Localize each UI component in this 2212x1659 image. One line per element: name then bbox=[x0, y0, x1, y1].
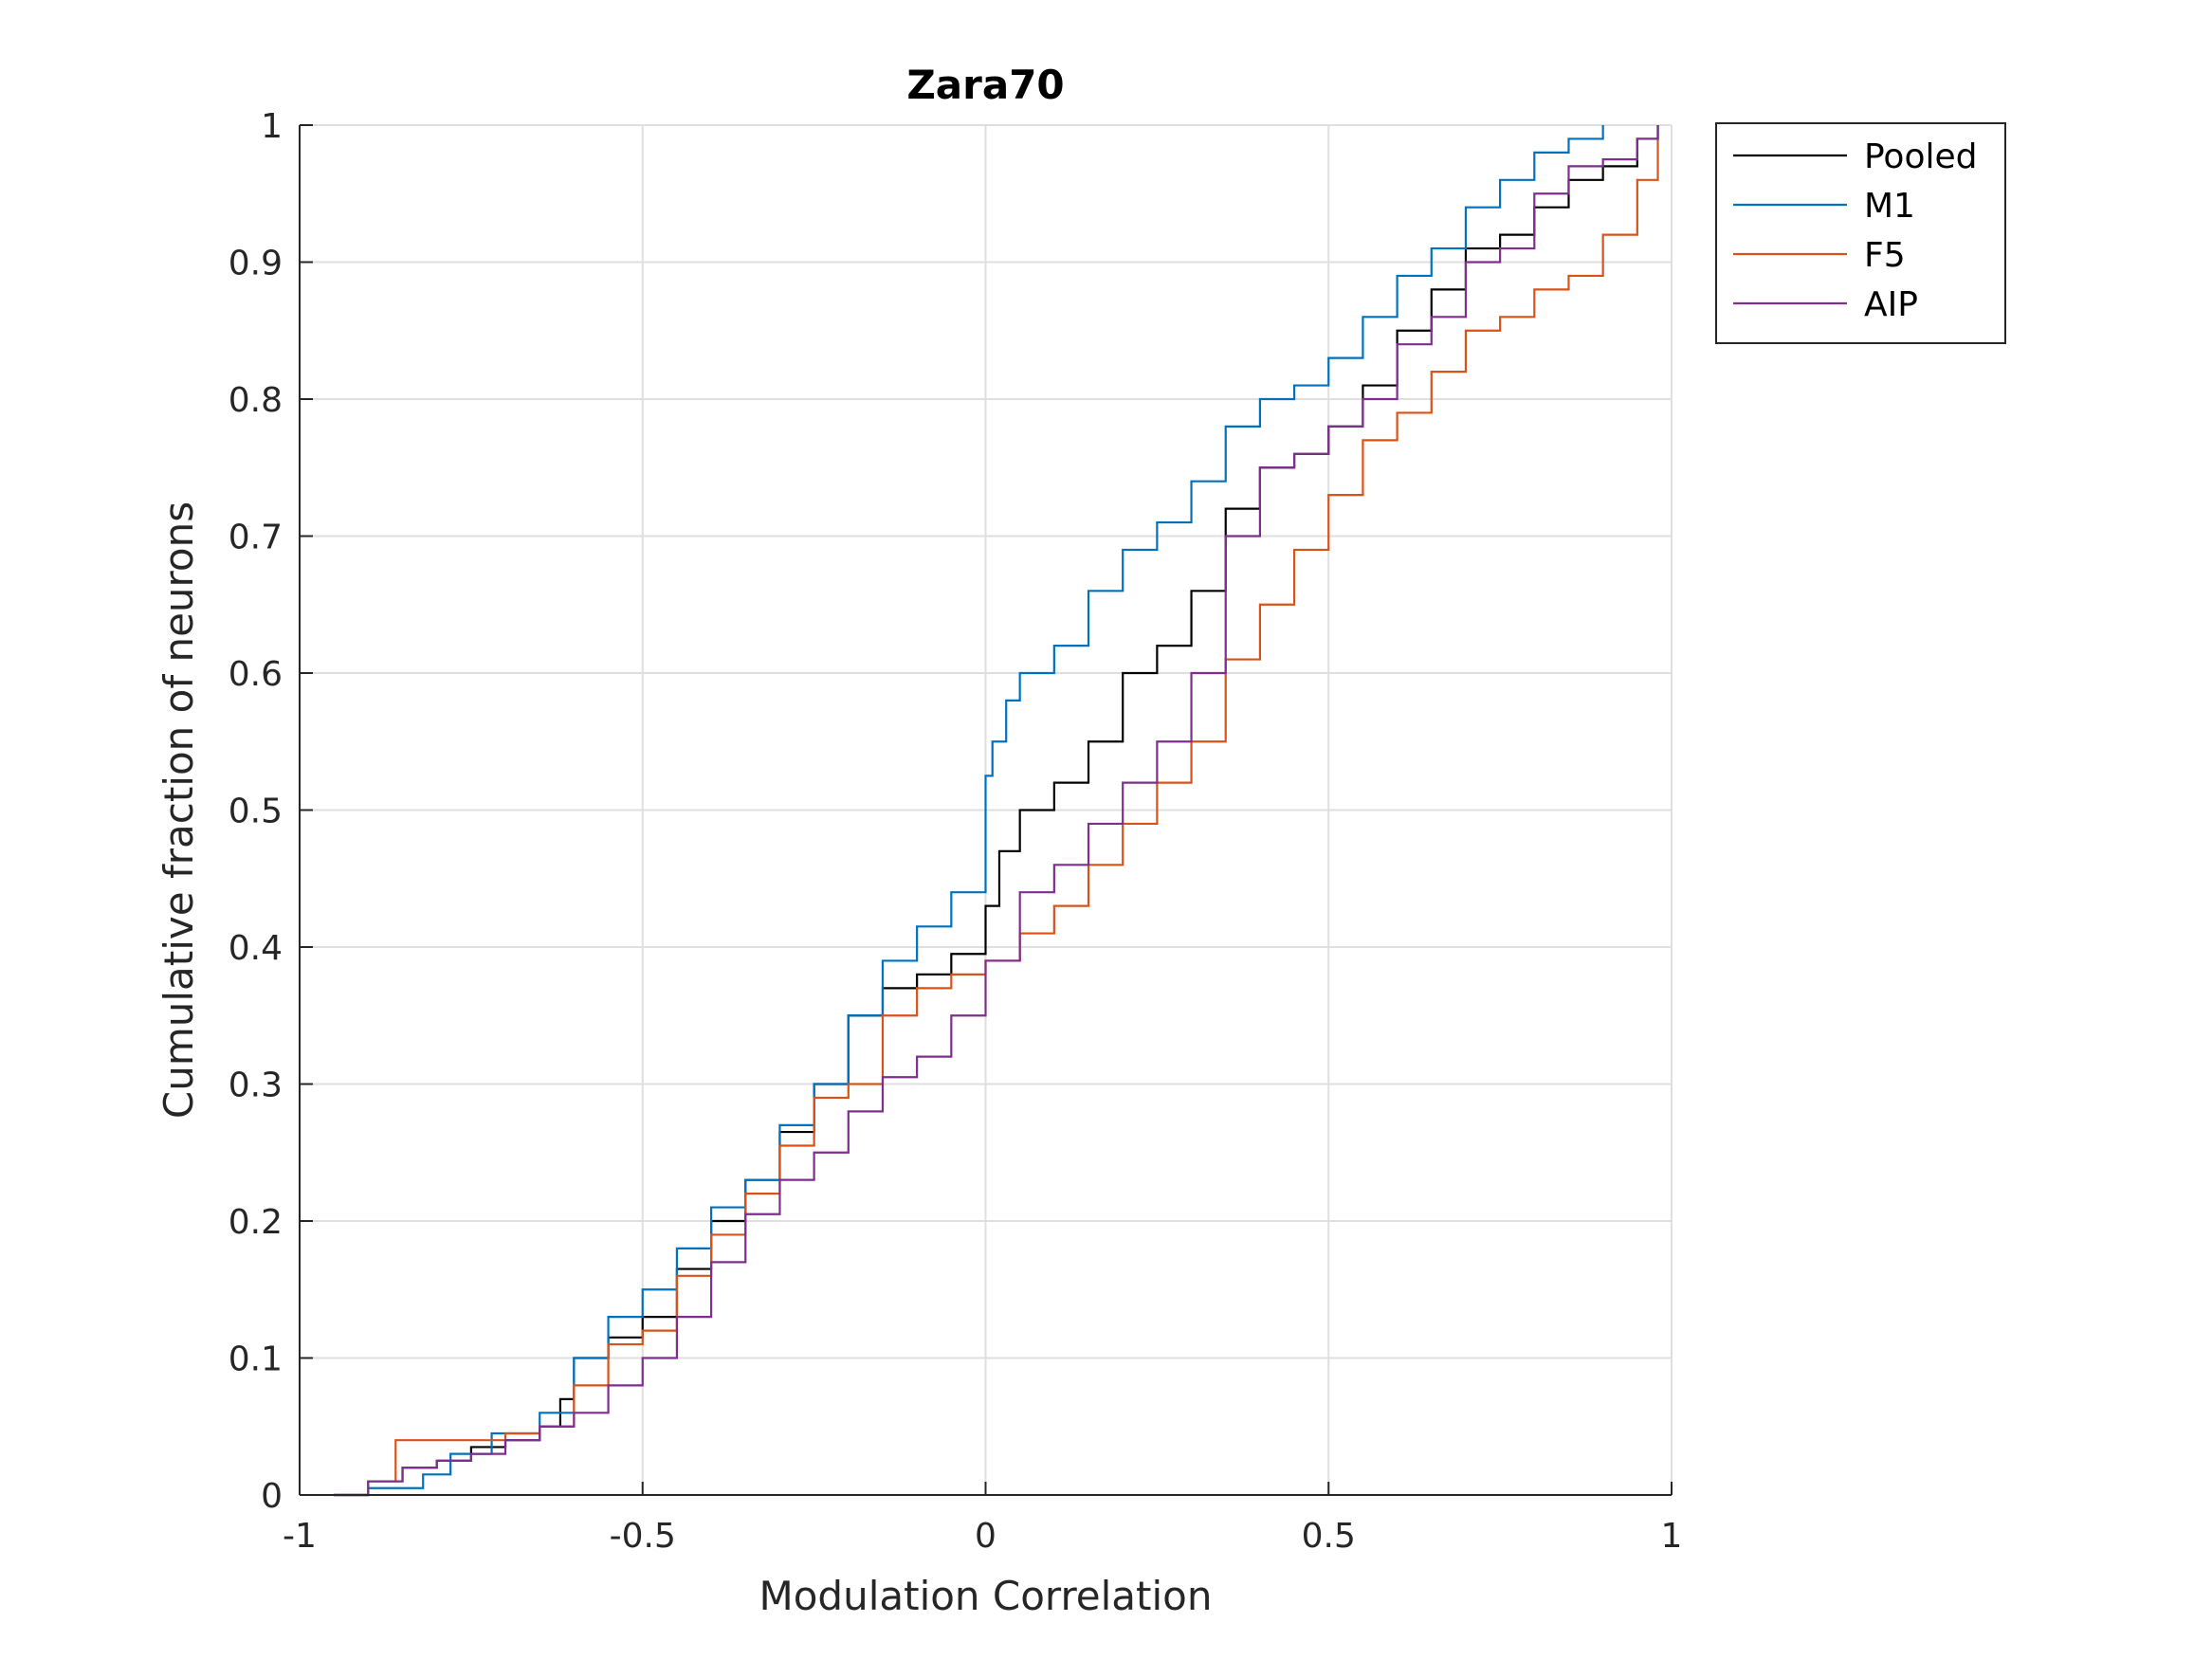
y-tick-label: 0.5 bbox=[229, 793, 283, 831]
series-line-pooled bbox=[334, 125, 1659, 1497]
x-tick-label: 1 bbox=[1661, 1517, 1683, 1556]
y-tick-label: 0 bbox=[261, 1477, 283, 1516]
y-axis-title: Cumulative fraction of neurons bbox=[155, 501, 202, 1119]
x-tick-label: -0.5 bbox=[610, 1517, 676, 1556]
legend-label-aip: AIP bbox=[1864, 285, 1918, 324]
x-tick-label: -1 bbox=[283, 1517, 317, 1556]
legend-label-pooled: Pooled bbox=[1864, 137, 1977, 176]
y-tick-label: 0.4 bbox=[229, 929, 283, 968]
y-tick-label: 0.2 bbox=[229, 1203, 283, 1242]
tick-labels: -1 -0.5 0 0.5 1 0 0.1 0.2 0.3 0.4 0.5 0.6 0.7 0.8 0.9 1 bbox=[229, 107, 1683, 1556]
y-tick-label: 0.9 bbox=[229, 245, 283, 283]
y-tick-label: 0.7 bbox=[229, 519, 283, 557]
series-line-m1 bbox=[334, 125, 1604, 1497]
y-tick-label: 0.6 bbox=[229, 655, 283, 694]
x-tick-label: 0 bbox=[975, 1517, 996, 1556]
legend: Pooled M1 F5 AIP bbox=[1715, 122, 2006, 344]
y-tick-label: 0.8 bbox=[229, 381, 283, 420]
axes bbox=[299, 124, 1673, 1496]
legend-label-f5: F5 bbox=[1864, 236, 1906, 275]
y-tick-label: 0.3 bbox=[229, 1066, 283, 1105]
series-line-f5 bbox=[334, 125, 1659, 1497]
y-tick-label: 0.1 bbox=[229, 1340, 283, 1379]
series-line-aip bbox=[334, 125, 1659, 1497]
legend-label-m1: M1 bbox=[1864, 187, 1915, 226]
x-axis-title: Modulation Correlation bbox=[759, 1573, 1212, 1619]
legend-box bbox=[1715, 122, 2006, 344]
x-tick-label: 0.5 bbox=[1302, 1517, 1356, 1556]
series-layer bbox=[334, 125, 1659, 1497]
y-tick-label: 1 bbox=[261, 107, 283, 146]
chart-title: Zara70 bbox=[906, 62, 1064, 108]
